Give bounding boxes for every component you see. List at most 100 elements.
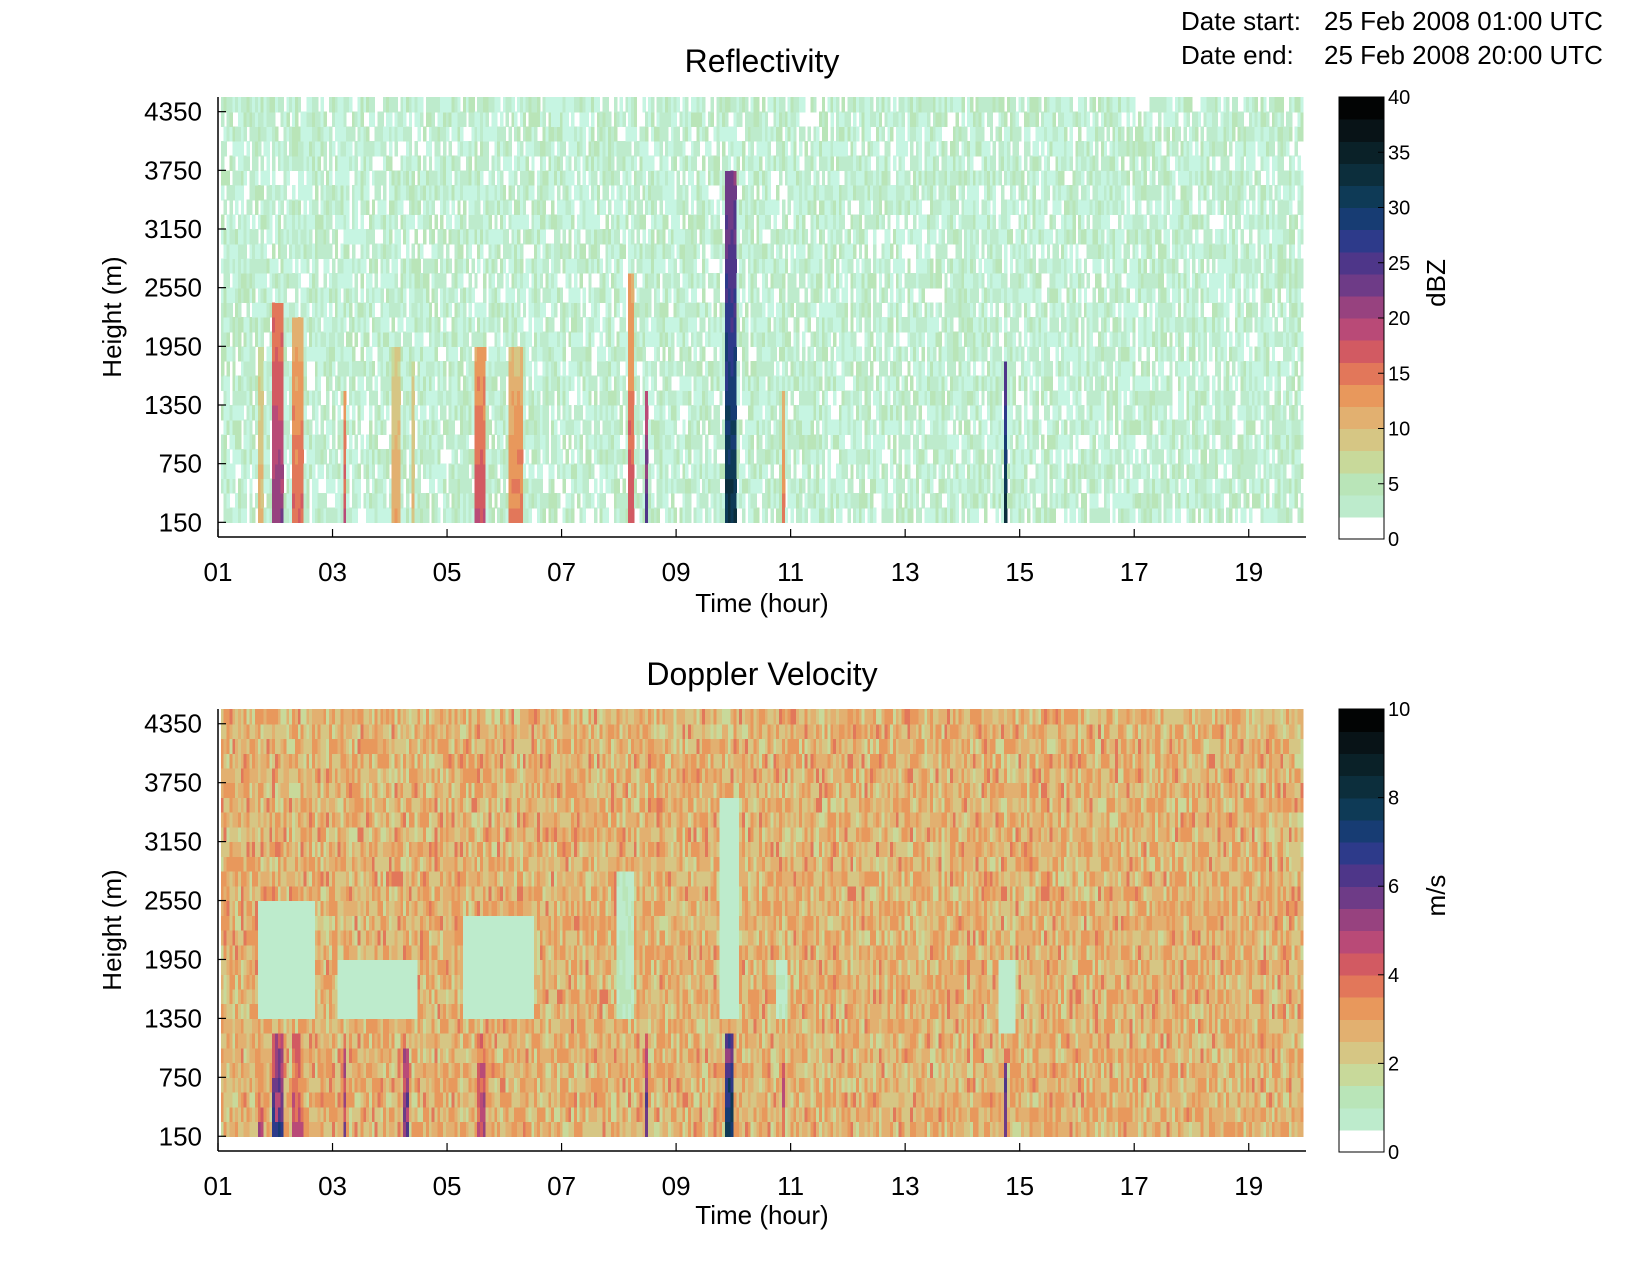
colorbar-segment bbox=[1339, 1085, 1384, 1109]
y-tick-label: 1350 bbox=[144, 390, 202, 420]
x-tick-label: 17 bbox=[1120, 557, 1149, 587]
x-tick-label: 09 bbox=[662, 557, 691, 587]
y-axis-label: Height (m) bbox=[97, 869, 127, 990]
chart-title: Doppler Velocity bbox=[646, 656, 877, 692]
y-tick-label: 3150 bbox=[144, 827, 202, 857]
colorbar-tick-label: 8 bbox=[1388, 788, 1399, 810]
x-tick-label: 09 bbox=[662, 1171, 691, 1201]
colorbar-segment bbox=[1339, 318, 1384, 341]
colorbar-tick-label: 0 bbox=[1388, 1142, 1399, 1164]
colorbar-segment bbox=[1339, 494, 1384, 518]
colorbar-segment bbox=[1339, 163, 1384, 186]
colorbar-segment bbox=[1339, 841, 1384, 865]
x-tick-label: 03 bbox=[318, 557, 347, 587]
colorbar-tick-label: 5 bbox=[1388, 474, 1399, 496]
colorbar-tick-label: 40 bbox=[1388, 87, 1410, 109]
x-axis-label: Time (hour) bbox=[695, 1200, 828, 1230]
x-tick-label: 13 bbox=[891, 557, 920, 587]
colorbar-segment bbox=[1339, 709, 1384, 732]
colorbar-tick-label: 4 bbox=[1388, 965, 1399, 987]
date-start-label: Date start: bbox=[1181, 6, 1301, 36]
colorbar-segment bbox=[1339, 797, 1384, 821]
colorbar-segment bbox=[1339, 185, 1384, 209]
colorbar-tick-label: 20 bbox=[1388, 308, 1410, 330]
colorbar-tick-label: 15 bbox=[1388, 363, 1410, 385]
colorbar-segment bbox=[1339, 516, 1384, 540]
colorbar-segment bbox=[1339, 753, 1384, 777]
colorbar bbox=[1339, 709, 1384, 1153]
colorbar-tick-label: 25 bbox=[1388, 253, 1410, 275]
colorbar-segment bbox=[1339, 1063, 1384, 1087]
colorbar-segment bbox=[1339, 908, 1384, 932]
x-axis-label: Time (hour) bbox=[695, 588, 828, 618]
colorbar-segment bbox=[1339, 886, 1384, 909]
colorbar-tick-label: 30 bbox=[1388, 198, 1410, 220]
y-tick-label: 750 bbox=[159, 1062, 202, 1092]
colorbar-segment bbox=[1339, 141, 1384, 164]
colorbar-segment bbox=[1339, 864, 1384, 887]
x-tick-label: 01 bbox=[204, 1171, 233, 1201]
x-tick-label: 13 bbox=[891, 1171, 920, 1201]
y-axis-label: Height (m) bbox=[97, 256, 127, 377]
colorbar-tick-label: 6 bbox=[1388, 876, 1399, 898]
colorbar-segment bbox=[1339, 974, 1384, 998]
colorbar-label: dBZ bbox=[1421, 259, 1451, 307]
colorbar-segment bbox=[1339, 251, 1384, 275]
colorbar-tick-label: 10 bbox=[1388, 699, 1410, 721]
colorbar-segment bbox=[1339, 273, 1384, 297]
colorbar-segment bbox=[1339, 819, 1384, 843]
y-tick-label: 1950 bbox=[144, 331, 202, 361]
x-tick-label: 05 bbox=[433, 1171, 462, 1201]
colorbar-segment bbox=[1339, 450, 1384, 474]
x-tick-label: 19 bbox=[1234, 557, 1263, 587]
heatmap-doppler-velocity bbox=[220, 709, 1304, 1137]
colorbar-segment bbox=[1339, 1041, 1384, 1065]
x-tick-label: 05 bbox=[433, 557, 462, 587]
y-tick-label: 750 bbox=[159, 449, 202, 479]
x-tick-label: 07 bbox=[547, 1171, 576, 1201]
chart-title: Reflectivity bbox=[685, 43, 840, 79]
y-tick-label: 4350 bbox=[144, 709, 202, 739]
x-tick-label: 01 bbox=[204, 557, 233, 587]
colorbar-tick-label: 0 bbox=[1388, 529, 1399, 551]
x-tick-label: 19 bbox=[1234, 1171, 1263, 1201]
y-tick-label: 2550 bbox=[144, 273, 202, 303]
colorbar-segment bbox=[1339, 362, 1384, 385]
date-start-value: 25 Feb 2008 01:00 UTC bbox=[1324, 6, 1603, 36]
colorbar-segment bbox=[1339, 775, 1384, 799]
colorbar-segment bbox=[1339, 295, 1384, 319]
y-tick-label: 2550 bbox=[144, 886, 202, 916]
y-tick-label: 3750 bbox=[144, 768, 202, 798]
date-end-value: 25 Feb 2008 20:00 UTC bbox=[1324, 40, 1603, 70]
x-tick-label: 03 bbox=[318, 1171, 347, 1201]
colorbar-segment bbox=[1339, 340, 1384, 363]
colorbar-outline bbox=[1338, 708, 1385, 1153]
x-tick-label: 11 bbox=[777, 557, 804, 587]
date-end-label: Date end: bbox=[1181, 40, 1294, 70]
x-tick-label: 07 bbox=[547, 557, 576, 587]
colorbar-segment bbox=[1339, 997, 1384, 1020]
colorbar-segment bbox=[1339, 384, 1384, 407]
colorbar-segment bbox=[1339, 472, 1384, 496]
colorbar-tick-label: 2 bbox=[1388, 1053, 1399, 1075]
colorbar-segment bbox=[1339, 930, 1384, 954]
colorbar-tick-label: 10 bbox=[1388, 419, 1410, 441]
y-tick-label: 3750 bbox=[144, 155, 202, 185]
colorbar-segment bbox=[1339, 1019, 1384, 1042]
colorbar-segment bbox=[1339, 119, 1384, 142]
x-tick-label: 15 bbox=[1005, 1171, 1034, 1201]
colorbar-segment bbox=[1339, 406, 1384, 430]
colorbar-tick-label: 35 bbox=[1388, 142, 1410, 164]
colorbar-segment bbox=[1339, 731, 1384, 754]
colorbar-segment bbox=[1339, 97, 1384, 120]
x-tick-label: 11 bbox=[777, 1171, 804, 1201]
y-tick-label: 150 bbox=[159, 507, 202, 537]
colorbar-label: m/s bbox=[1421, 875, 1451, 917]
colorbar-segment bbox=[1339, 952, 1384, 976]
colorbar bbox=[1339, 97, 1384, 540]
y-tick-label: 4350 bbox=[144, 97, 202, 127]
y-tick-label: 1350 bbox=[144, 1003, 202, 1033]
y-tick-label: 3150 bbox=[144, 214, 202, 244]
colorbar-segment bbox=[1339, 1107, 1384, 1131]
